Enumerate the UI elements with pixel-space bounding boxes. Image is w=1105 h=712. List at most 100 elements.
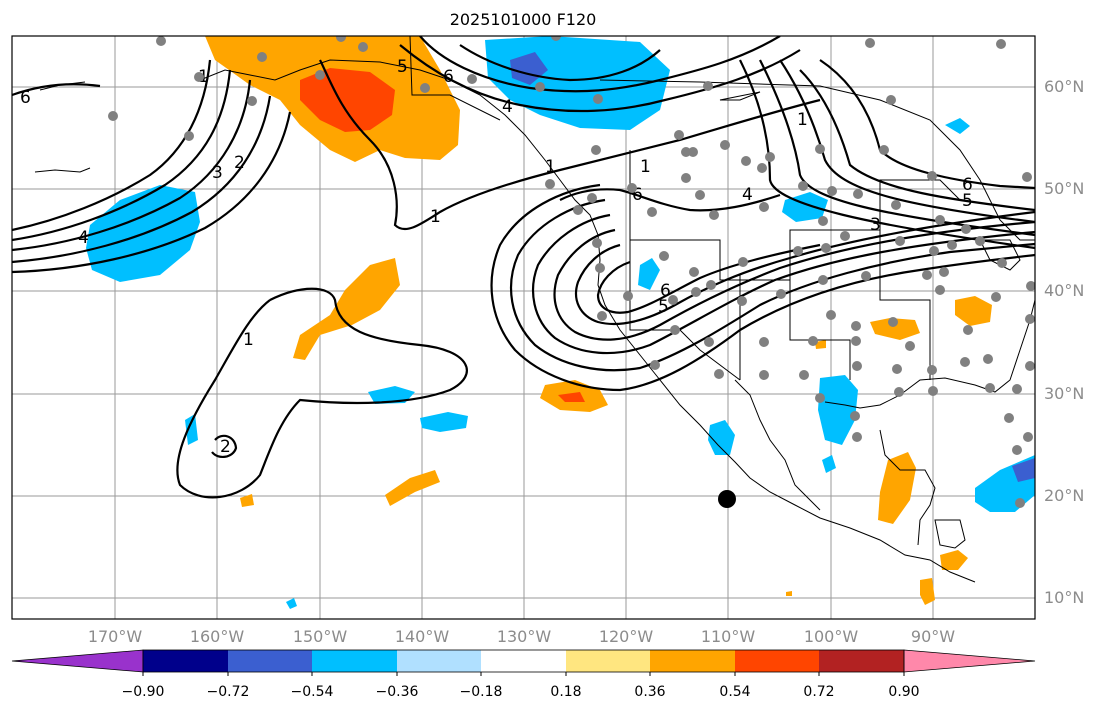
anomaly-blue-tiny [286, 598, 297, 609]
station-dot [1022, 172, 1032, 182]
station-dot [1025, 314, 1035, 324]
station-dot [695, 190, 705, 200]
station-dot [905, 341, 915, 351]
contour-label: 6 [962, 175, 973, 195]
station-dot [1023, 432, 1033, 442]
station-dot [894, 387, 904, 397]
station-dot [808, 336, 818, 346]
anomaly-blue-baja [708, 420, 735, 455]
anomaly-orange-central-pacific [293, 258, 400, 360]
contour-label: 4 [502, 97, 513, 117]
anomaly-blue-mexico-small [822, 455, 836, 473]
lat-label: 10°N [1044, 588, 1085, 607]
station-dot [741, 156, 751, 166]
station-dot [996, 39, 1006, 49]
station-dot [815, 144, 825, 154]
station-dot [545, 179, 555, 189]
station-dot [595, 263, 605, 273]
anomaly-blue-nevada [638, 258, 660, 290]
station-dot [815, 393, 825, 403]
station-dot [895, 236, 905, 246]
colorbar-segment [312, 650, 397, 672]
station-dot [247, 96, 257, 106]
contour-label: 6 [443, 67, 454, 87]
contour-west-trough-c [12, 79, 252, 252]
contour-label: 5 [658, 297, 669, 317]
colorbar-tick-label: 0.72 [803, 684, 835, 700]
anomaly-blue-texas [818, 375, 858, 445]
station-dot [551, 36, 561, 41]
contour-cutoff-3 [532, 213, 1035, 355]
contour-label: 3 [870, 215, 881, 235]
station-dots [108, 36, 1035, 508]
contour-ridge-1 [419, 36, 781, 93]
colorbar-extend-high [903, 649, 1036, 673]
anomaly-blue-small-2 [420, 412, 468, 432]
anomaly-darkblue-caribbean [1012, 458, 1035, 482]
station-dot [737, 296, 747, 306]
map-title: 2025101000 F120 [449, 10, 597, 29]
lon-label: 110°W [700, 627, 756, 646]
lat-label: 20°N [1044, 486, 1085, 505]
station-dot [879, 145, 889, 155]
station-dot [1026, 281, 1035, 291]
contour-label: 4 [742, 185, 753, 205]
station-dot [886, 95, 896, 105]
colorbar-segment [735, 650, 819, 672]
contour-cutoff-2 [509, 198, 1035, 372]
station-dot [793, 246, 803, 256]
contour-label: 1 [797, 110, 808, 130]
contour-label: 1 [243, 330, 254, 350]
station-dot [851, 321, 861, 331]
contour-east-2 [739, 59, 1035, 250]
contour-label: 1 [545, 157, 556, 177]
station-dot [963, 325, 973, 335]
station-dot [759, 370, 769, 380]
anomaly-orange-small-1 [385, 470, 440, 506]
station-dot [961, 224, 971, 234]
lon-label: 100°W [803, 627, 859, 646]
station-dot [681, 173, 691, 183]
colorbar-segment [143, 650, 228, 672]
contour-2-central [211, 434, 238, 458]
colorbar-segment [566, 650, 650, 672]
coastlines [34, 36, 1035, 583]
station-dot [720, 140, 730, 150]
contour-east-3 [759, 59, 1035, 237]
station-dot [929, 246, 939, 256]
station-dot [850, 411, 860, 421]
station-dot [108, 111, 118, 121]
contour-label: 5 [962, 191, 973, 211]
station-dot [826, 310, 836, 320]
station-dot [1025, 361, 1035, 371]
colorbar-segment [481, 650, 566, 672]
contour-labels: 6 6 5 4 3 2 1 1 4 6 5 4 3 1 1 6 6 5 1 2 … [20, 57, 973, 457]
station-dot [1015, 498, 1025, 508]
contour-label: 2 [234, 153, 245, 173]
anomaly-orange-missouri [870, 318, 920, 340]
station-dot [985, 383, 995, 393]
station-dot [597, 311, 607, 321]
colorbar-tick-label: 0.18 [550, 684, 582, 700]
lat-label: 40°N [1044, 281, 1085, 300]
contour-label: 6 [20, 88, 31, 108]
contour-label: 1 [430, 207, 441, 227]
anomaly-orange-tiny [786, 591, 792, 596]
station-dot [714, 369, 724, 379]
station-dot [892, 364, 902, 374]
station-dot [997, 258, 1007, 268]
contour-label: 2 [220, 437, 231, 457]
anomaly-blue-small-3 [185, 414, 198, 445]
station-dot [592, 238, 602, 248]
station-dot [257, 52, 267, 62]
station-dot [670, 325, 680, 335]
contour-ridge-2 [399, 44, 801, 113]
colorbar-tick-label: 0.90 [888, 684, 920, 700]
lon-label: 130°W [496, 627, 552, 646]
station-dot [688, 147, 698, 157]
contours [12, 36, 1035, 499]
contour-west-trough-b [12, 69, 232, 242]
station-dot [706, 280, 716, 290]
contour-west-trough-a [12, 59, 212, 232]
contour-cutoff-4 [553, 220, 1035, 341]
